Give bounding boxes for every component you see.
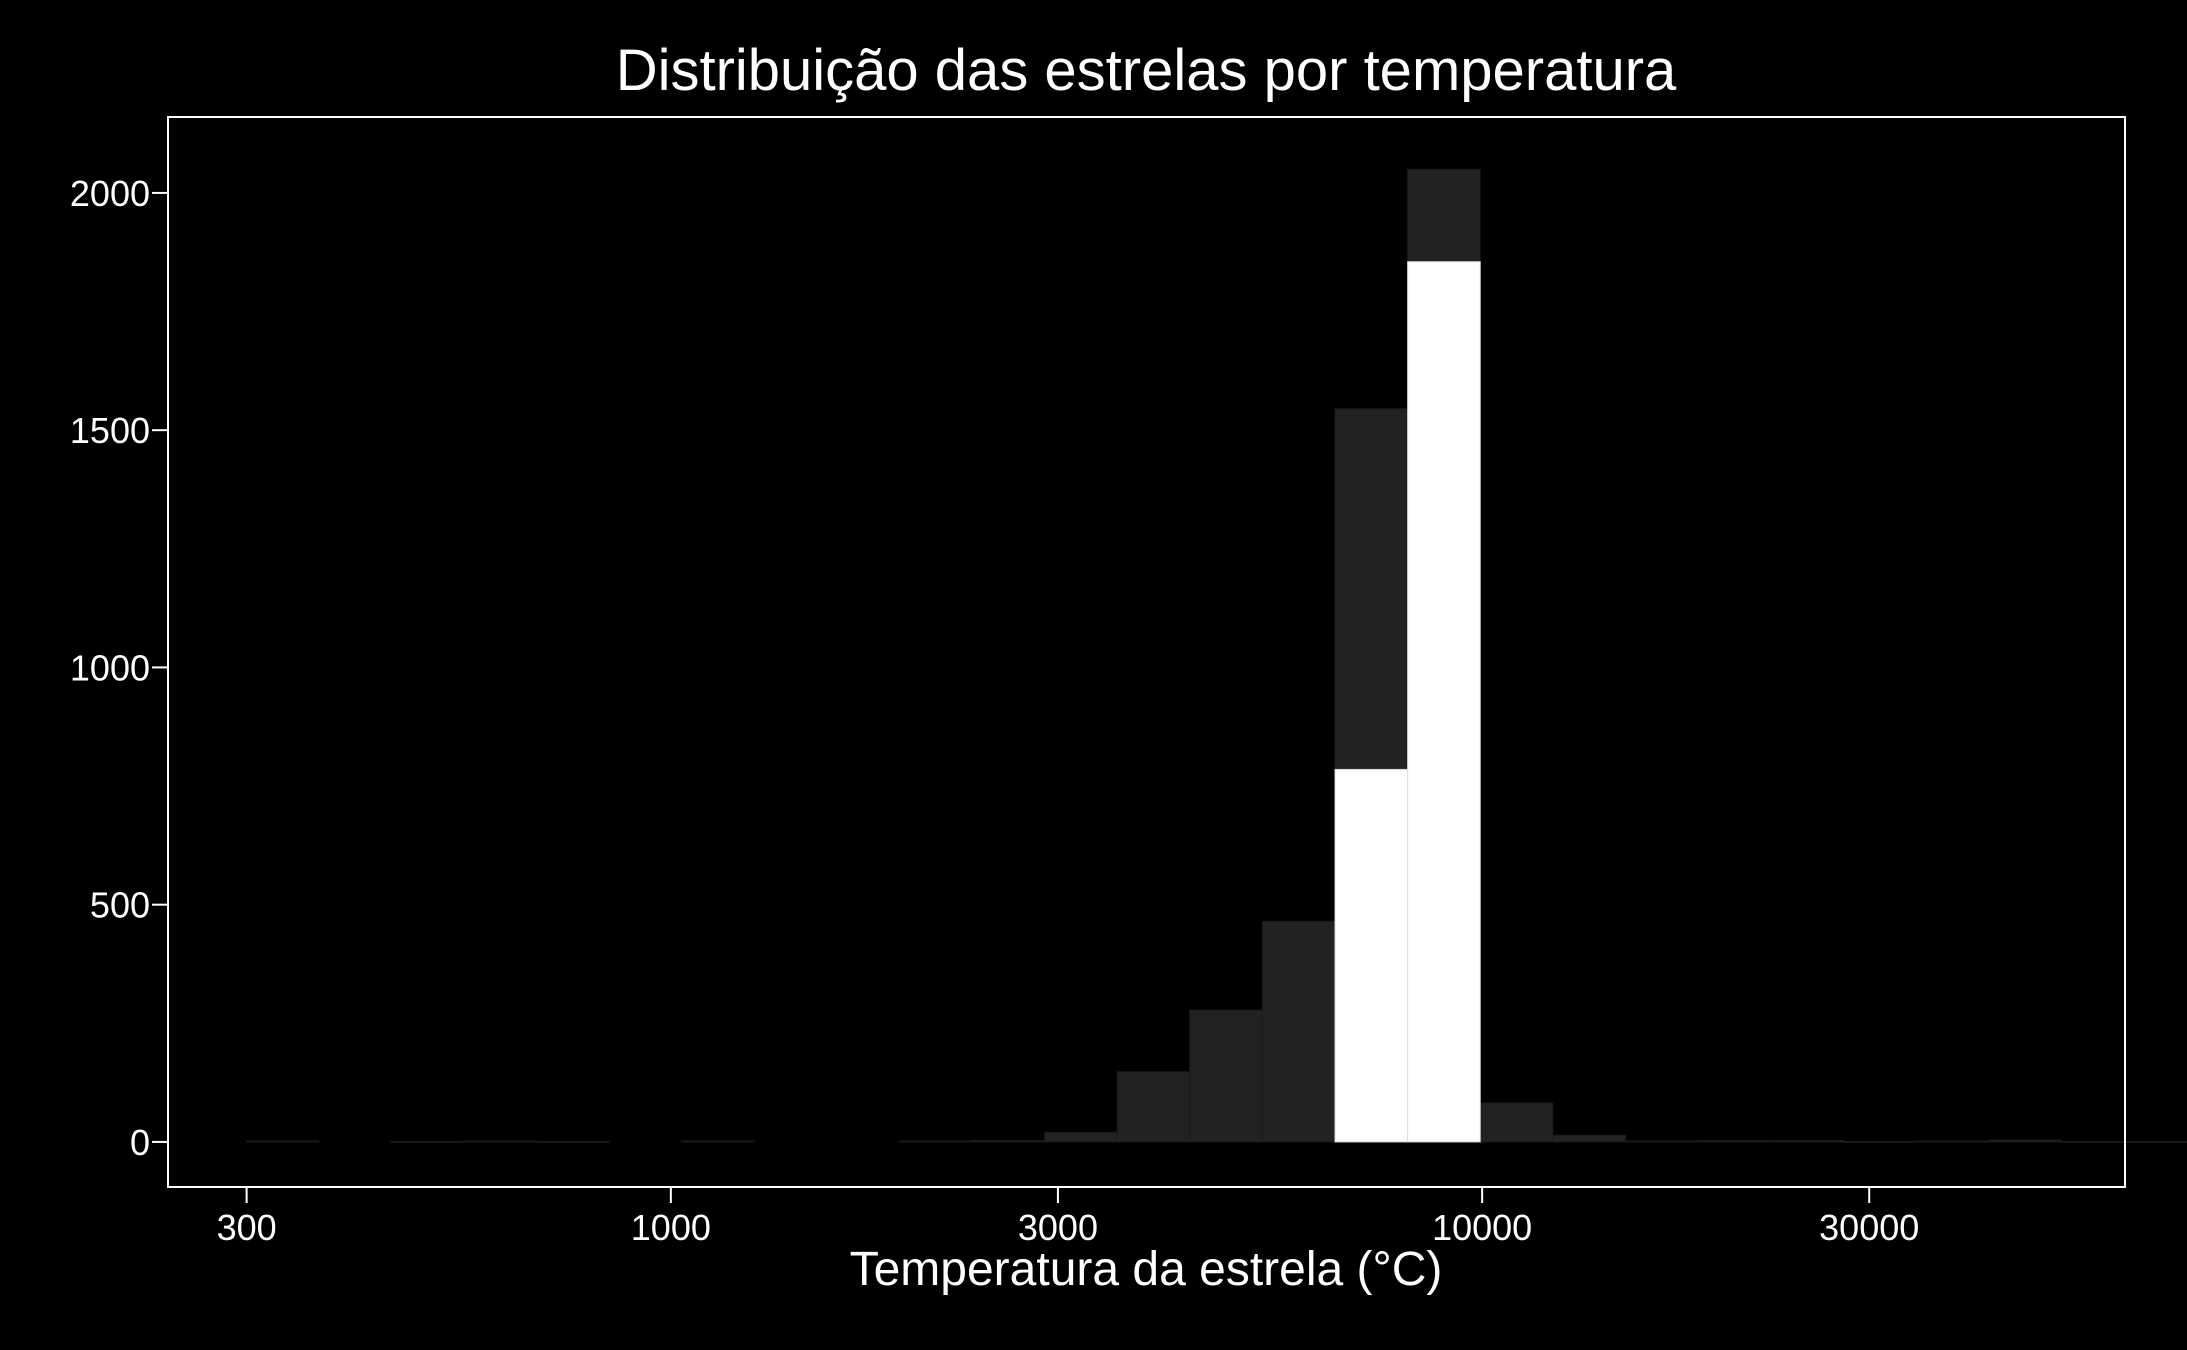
x-tick-label: 3000 [1018, 1207, 1098, 1248]
histogram-bar [1407, 261, 1481, 1143]
histogram-bar [1987, 1139, 2062, 1143]
y-tick-label: 1000 [70, 647, 150, 688]
histogram-bar [2133, 1140, 2187, 1143]
histogram-bar [1552, 1134, 1626, 1143]
histogram-bar [1116, 1071, 1191, 1143]
chart-title: Distribuição das estrelas por temperatur… [616, 38, 1677, 103]
x-axis: 300 1000 3000 10000 30000 [217, 1187, 1919, 1248]
x-tick-label: 10000 [1432, 1207, 1532, 1248]
histogram-bar [246, 1140, 320, 1143]
histogram-bar [971, 1140, 1046, 1143]
histogram-bar [390, 1140, 465, 1143]
histogram-bar [898, 1140, 973, 1143]
histogram-bar [1624, 1140, 1699, 1143]
plot-frame [167, 116, 2126, 1188]
y-axis: 0 500 1000 1500 2000 [70, 173, 168, 1163]
y-tick-label: 2000 [70, 173, 150, 214]
bars-layer [246, 168, 2187, 1143]
histogram-bar [536, 1140, 610, 1143]
histogram-bar [681, 1140, 755, 1143]
histogram-bar [1334, 768, 1409, 1143]
x-axis-label: Temperatura da estrela (°C) [850, 1243, 1443, 1296]
histogram-bar [1044, 1131, 1118, 1143]
x-tick-label: 30000 [1819, 1207, 1919, 1248]
y-tick-label: 500 [90, 885, 150, 926]
histogram-bar [1189, 1009, 1263, 1143]
histogram-bar [1842, 1140, 1917, 1143]
histogram-bar [2060, 1140, 2135, 1143]
y-tick-label: 0 [130, 1122, 150, 1163]
histogram-bar [463, 1140, 538, 1143]
histogram-bar [1915, 1140, 1989, 1143]
histogram-bar [1697, 1140, 1772, 1143]
histogram-bar [1479, 1102, 1554, 1143]
x-tick-label: 1000 [631, 1207, 711, 1248]
histogram-bar [1261, 920, 1336, 1143]
y-tick-label: 1500 [70, 410, 150, 451]
x-tick-label: 300 [217, 1207, 277, 1248]
histogram-bar [1770, 1140, 1844, 1143]
